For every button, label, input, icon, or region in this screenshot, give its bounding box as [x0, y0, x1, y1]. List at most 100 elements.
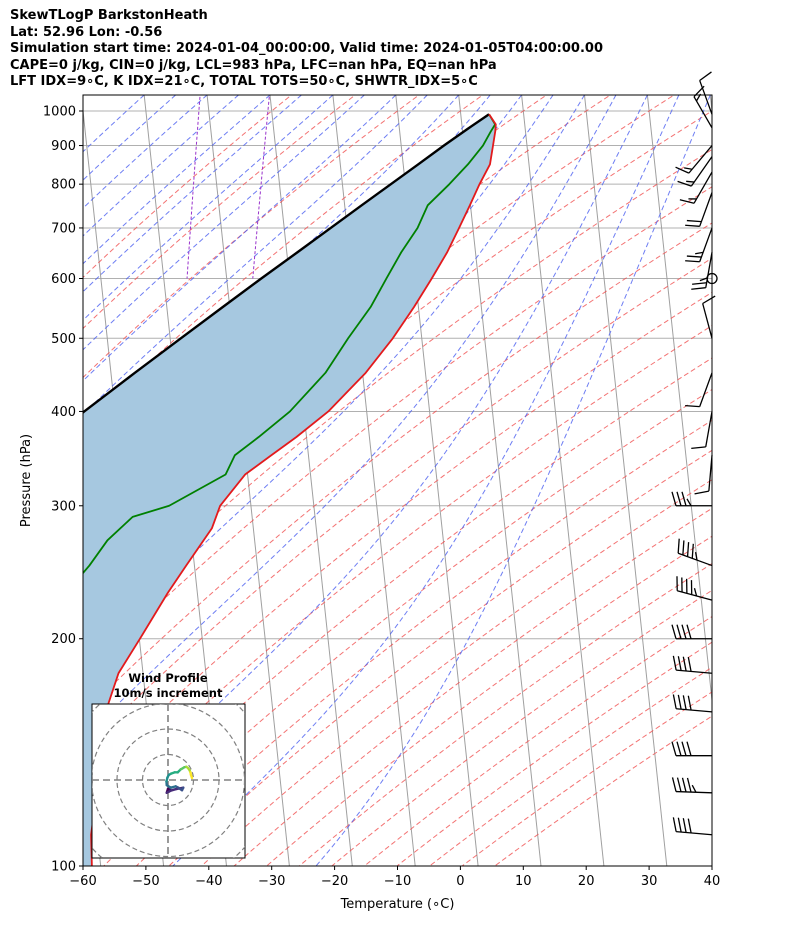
x-tick-label: −40	[195, 874, 222, 889]
barb-feather	[691, 543, 694, 559]
isotherm-line	[583, 95, 668, 866]
barb-shaft	[676, 669, 713, 674]
isotherm-line	[458, 95, 542, 866]
wind-barb	[694, 455, 713, 495]
isotherm-line	[646, 95, 712, 705]
barb-feather	[686, 180, 695, 183]
barb-feather	[676, 491, 682, 506]
barb-shaft	[708, 455, 713, 492]
barb-feather	[687, 818, 692, 834]
hodograph-ring	[92, 704, 245, 858]
cin-shaded-area	[83, 114, 496, 866]
dry-adiabat-line	[83, 186, 712, 678]
y-axis-label: Pressure (hPa)	[19, 434, 34, 527]
wind-barb	[672, 694, 713, 713]
wind-barb	[685, 192, 713, 227]
wind-barb	[685, 227, 713, 263]
moist-adiabat-line	[83, 95, 239, 237]
barb-shaft	[690, 156, 713, 187]
barb-feather	[687, 695, 692, 711]
x-tick-label: 10	[515, 874, 532, 889]
plot-area	[83, 95, 712, 866]
barb-shaft	[688, 145, 713, 174]
y-tick-label: 900	[51, 139, 76, 154]
barb-shaft	[699, 227, 713, 263]
barb-shaft	[677, 552, 713, 567]
wind-barb	[675, 145, 713, 174]
barb-shaft	[705, 252, 713, 288]
barb-shaft	[693, 171, 713, 204]
barb-feather	[702, 295, 716, 305]
wind-barb	[691, 411, 713, 450]
y-tick-label: 600	[51, 272, 76, 287]
barb-feather	[685, 404, 700, 408]
barb-feather	[686, 777, 692, 793]
wind-barb	[677, 156, 713, 187]
isotherm-line	[206, 95, 290, 866]
isotherm-line	[269, 95, 353, 866]
x-tick-label: −20	[321, 874, 348, 889]
wind-barb	[672, 655, 713, 674]
stability-indices-1: CAPE=0 j/kg, CIN=0 j/kg, LCL=983 hPa, LF…	[10, 57, 497, 73]
barb-feather	[677, 694, 682, 710]
barb-feather	[692, 282, 707, 285]
x-tick-label: −50	[132, 874, 159, 889]
barb-feather	[677, 180, 692, 187]
dry-adiabat-line	[83, 222, 712, 715]
hodograph-plot	[92, 704, 245, 858]
dry-adiabat-line	[168, 449, 712, 866]
barb-feather	[681, 741, 687, 756]
barb-shaft	[677, 590, 713, 601]
barb-feather	[676, 624, 682, 639]
wind-barb	[677, 538, 713, 567]
moist-adiabat-line	[83, 95, 365, 351]
barb-feather	[685, 260, 700, 263]
dry-adiabat-line	[83, 257, 712, 752]
y-tick-label: 700	[51, 221, 76, 236]
dewpoint-profile-line	[83, 113, 497, 575]
barb-feather	[679, 199, 695, 204]
barb-feather	[686, 498, 692, 507]
isotherm-line	[521, 95, 605, 866]
barb-feather	[686, 219, 702, 223]
barb-shaft	[699, 80, 713, 115]
dry-adiabat-line	[135, 419, 712, 866]
y-tick-label: 400	[51, 405, 76, 420]
wind-barb	[685, 372, 713, 408]
barb-feather	[677, 656, 682, 671]
barb-feather	[671, 777, 677, 792]
x-axis-label: Temperature (∘C)	[340, 897, 455, 912]
x-tick-label: 20	[578, 874, 595, 889]
x-tick-label: −30	[258, 874, 285, 889]
dry-adiabat-line	[83, 95, 676, 558]
hodograph-segment	[189, 773, 194, 780]
dry-adiabat-line	[265, 535, 712, 866]
moist-adiabat-line	[83, 95, 334, 321]
barb-feather	[676, 741, 682, 756]
barb-feather	[694, 490, 709, 495]
barb-shaft	[705, 411, 713, 448]
wind-barb	[671, 777, 713, 794]
barb-feather	[686, 741, 692, 756]
barb-feather	[694, 552, 698, 561]
barb-shaft	[699, 192, 713, 227]
wind-barb	[671, 491, 712, 507]
x-tick-label: 40	[704, 874, 721, 889]
moist-adiabat-line	[83, 95, 208, 209]
barb-feather	[695, 251, 704, 255]
barb-feather	[677, 538, 680, 554]
barb-feather	[686, 624, 692, 639]
barb-feather	[691, 287, 706, 290]
y-tick-label: 500	[51, 332, 76, 347]
dry-adiabat-line	[233, 507, 712, 866]
mixing-ratio-line	[252, 95, 270, 279]
barb-feather	[672, 817, 677, 832]
barb-shaft	[676, 708, 713, 713]
barb-feather	[676, 777, 682, 792]
parcel-profile-line	[83, 113, 490, 414]
x-tick-label: −60	[69, 874, 96, 889]
barb-feather	[687, 657, 692, 672]
wind-barb	[691, 252, 713, 290]
dry-adiabat-line	[83, 95, 484, 426]
barb-feather	[675, 166, 690, 174]
